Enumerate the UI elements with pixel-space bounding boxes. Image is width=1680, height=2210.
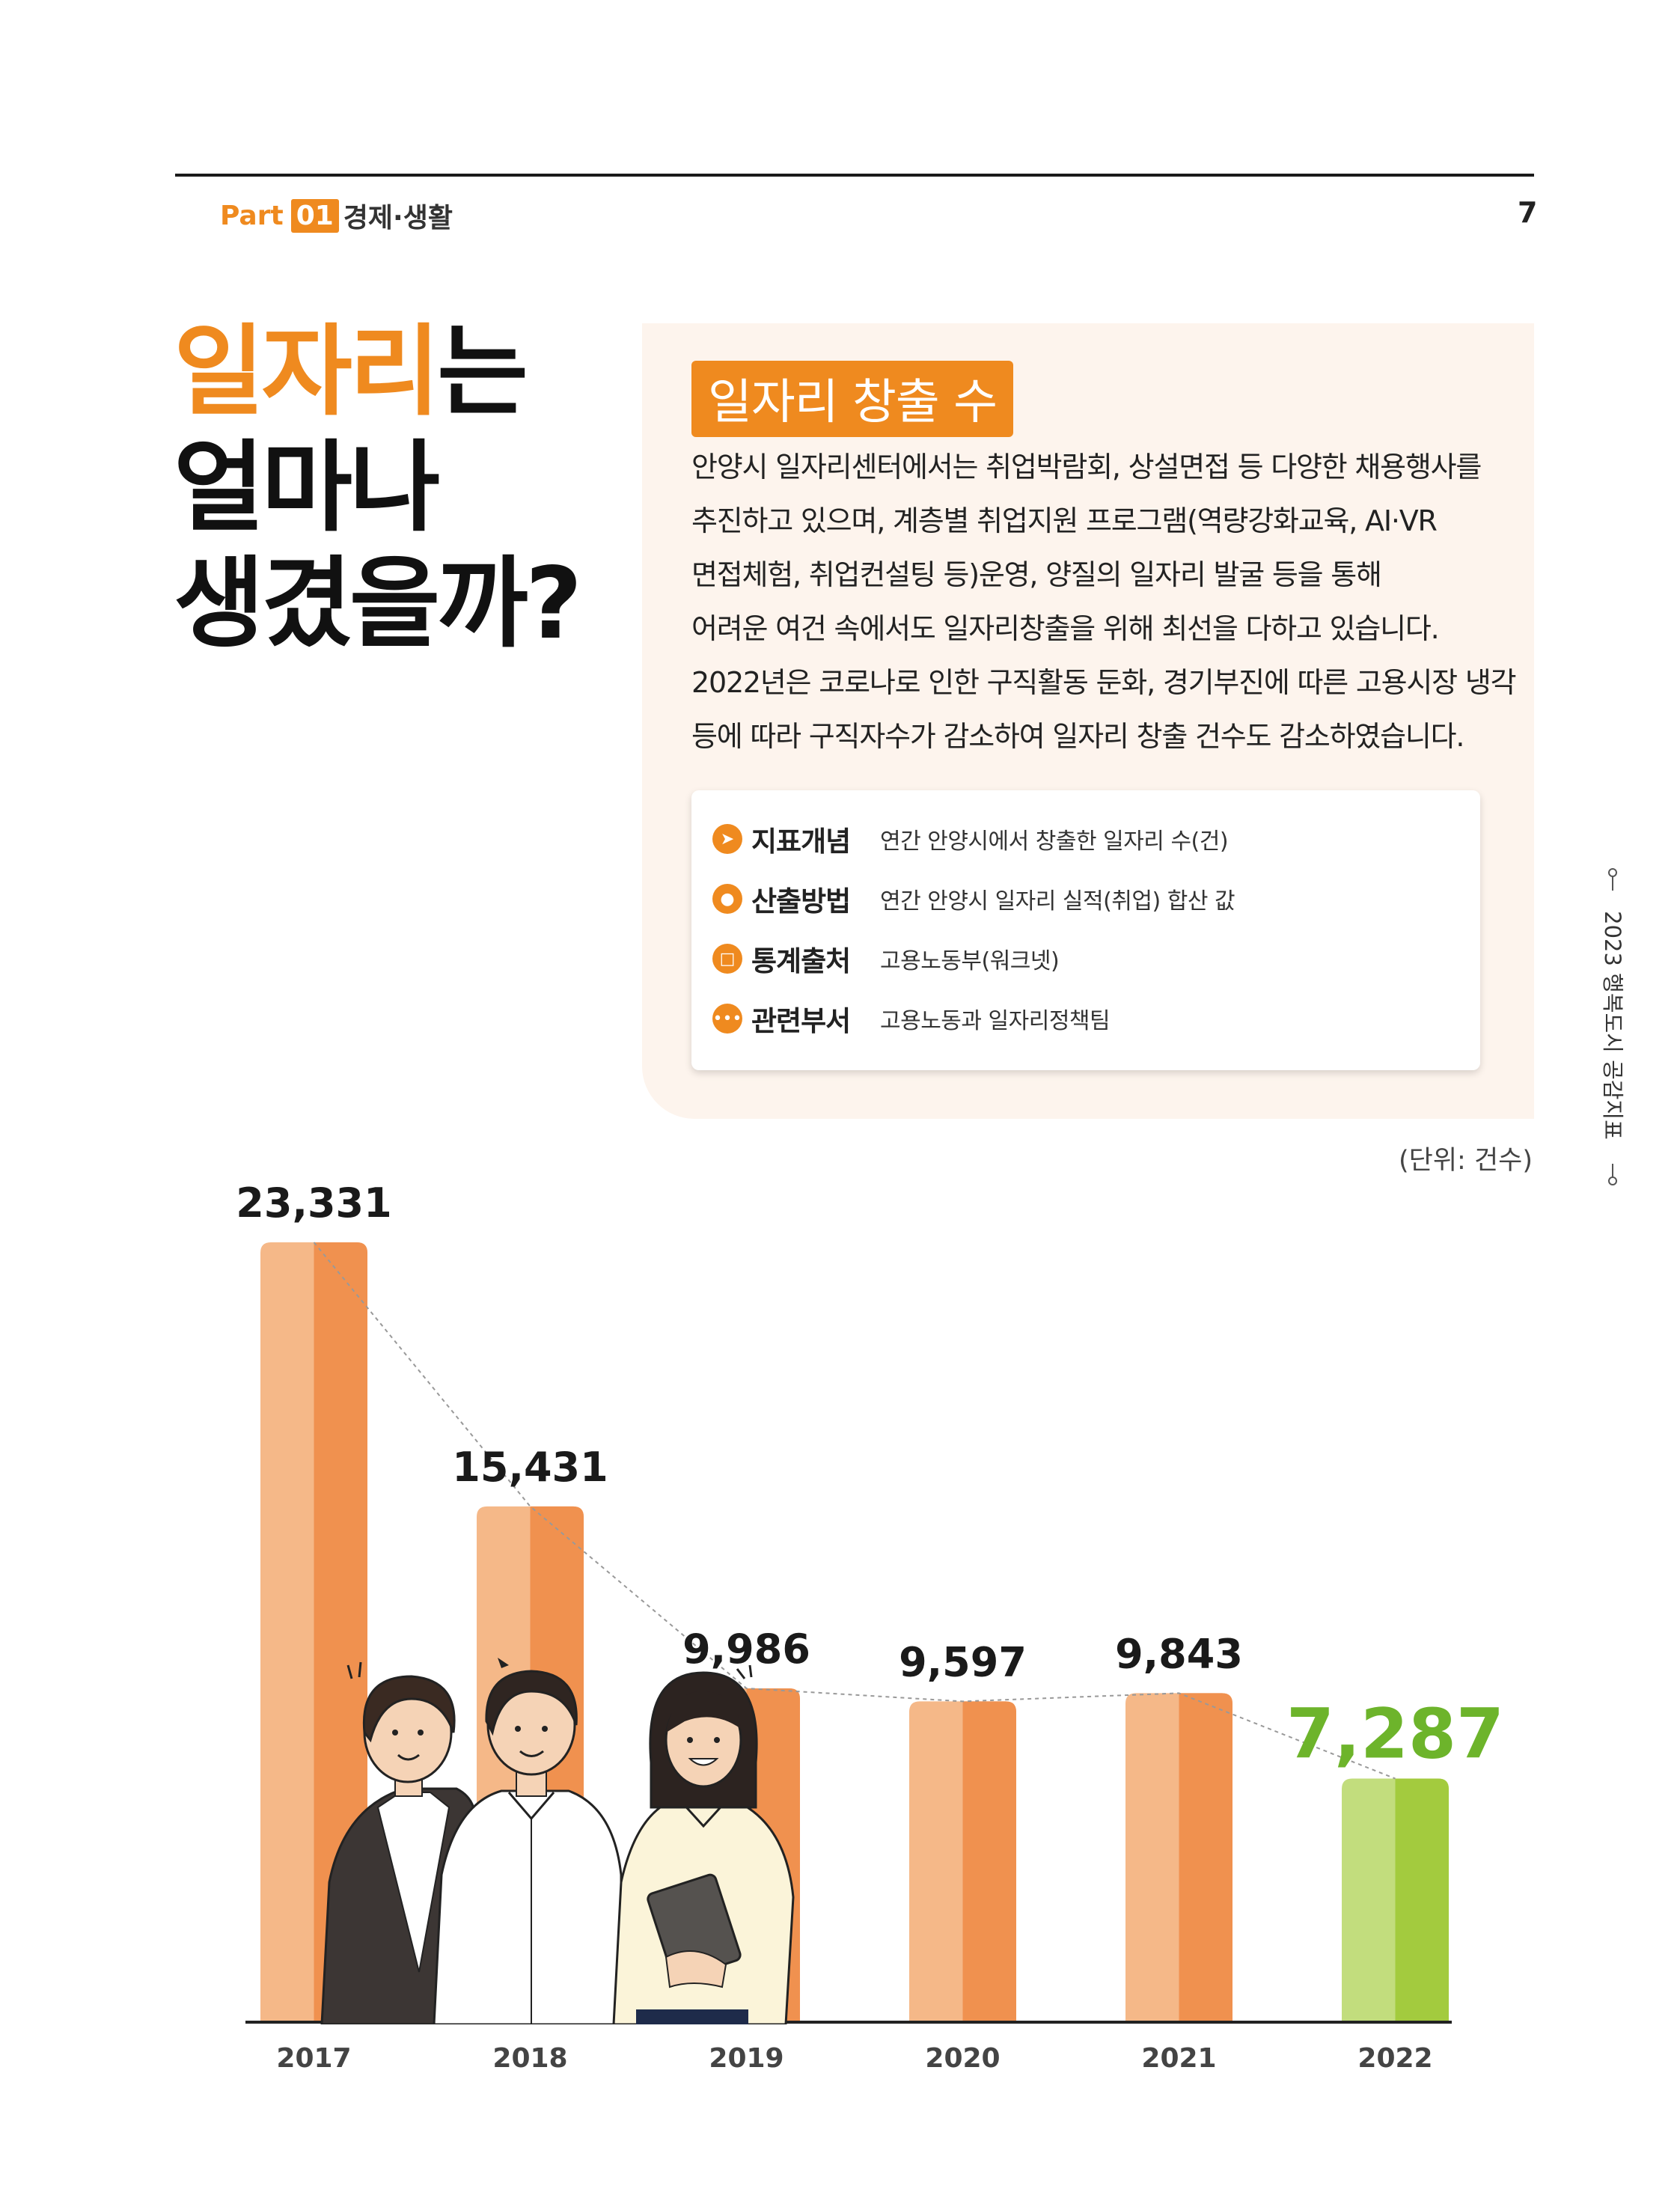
- page-number: 7: [1518, 196, 1538, 229]
- x-tick-label: 2019: [709, 2043, 784, 2074]
- title-line1-rest: 는: [437, 314, 528, 430]
- trend-line: [313, 1242, 1396, 1780]
- monitor-icon: □: [712, 944, 742, 974]
- bar-2020: [909, 1701, 1016, 2022]
- side-decoration: [1601, 868, 1624, 1185]
- value-label: 9,843: [1115, 1630, 1243, 1677]
- description-line: 면접체험, 취업컨설팅 등)운영, 양질의 일자리 발굴 등을 통해: [691, 558, 1382, 591]
- info-row-source: □ 통계출처 고용노동부(워크넷): [712, 940, 1060, 977]
- value-label: 23,331: [236, 1179, 391, 1227]
- info-value: 연간 안양시에서 창출한 일자리 수(건): [880, 828, 1229, 855]
- info-value: 고용노동과 일자리정책팀: [880, 1008, 1111, 1034]
- bar-fill-dark: [962, 1701, 1016, 2022]
- section-tag: Part 01 경제·생활: [220, 196, 453, 235]
- value-label: 7,287: [1286, 1694, 1504, 1774]
- bar-2021: [1125, 1693, 1232, 2022]
- bar-fill-dark: [1395, 1778, 1449, 2022]
- value-label: 9,597: [899, 1638, 1027, 1685]
- paper-plane-icon: ➤: [712, 824, 742, 854]
- indicator-info-card: ➤ 지표개념 연간 안양시에서 창출한 일자리 수(건) ● 산출방법 연간 안…: [691, 790, 1480, 1070]
- description-line: 추진하고 있으며, 계층별 취업지원 프로그램(역량강화교육, AI·VR: [691, 504, 1438, 537]
- bar-fill-dark: [1179, 1693, 1232, 2022]
- info-row-method: ● 산출방법 연간 안양시 일자리 실적(취업) 합산 값: [712, 880, 1235, 918]
- info-label: 통계출처: [751, 945, 851, 977]
- section-title: 경제·생활: [343, 203, 453, 233]
- indicator-badge: 일자리 창출 수: [691, 361, 1013, 437]
- people-group-icon: •••: [712, 1004, 742, 1034]
- info-row-department: ••• 관련부서 고용노동과 일자리정책팀: [712, 1000, 1111, 1037]
- value-label: 9,986: [682, 1626, 810, 1673]
- description-line: 등에 따라 구직자수가 감소하여 일자리 창출 건수도 감소하였습니다.: [691, 720, 1465, 753]
- side-line-bottom: [1612, 1164, 1613, 1179]
- description-line: 2022년은 코로나로 인한 구직활동 둔화, 경기부진에 따른 고용시장 냉각: [691, 666, 1517, 699]
- info-label: 산출방법: [751, 885, 851, 918]
- part-word: Part: [220, 200, 284, 231]
- x-tick-label: 2022: [1357, 2043, 1432, 2074]
- info-value: 고용노동부(워크넷): [880, 948, 1060, 974]
- info-label: 지표개념: [751, 825, 851, 858]
- title-line3: 생겼을까?: [174, 546, 582, 662]
- value-label: 15,431: [452, 1444, 608, 1491]
- x-tick-label: 2021: [1141, 2043, 1216, 2074]
- side-line-top: [1612, 876, 1613, 891]
- info-value: 연간 안양시 일자리 실적(취업) 합산 값: [880, 888, 1235, 915]
- ticks-group: 2017 2018 2019 2020 2021 2022: [276, 2043, 1432, 2074]
- x-tick-label: 2018: [492, 2043, 567, 2074]
- part-number: 01: [290, 198, 339, 233]
- x-tick-label: 2017: [276, 2043, 351, 2074]
- description-text: 안양시 일자리센터에서는 취업박람회, 상설면접 등 다양한 채용행사를 추진하…: [691, 440, 1522, 763]
- info-label: 관련부서: [751, 1005, 851, 1037]
- info-row-concept: ➤ 지표개념 연간 안양시에서 창출한 일자리 수(건): [712, 820, 1229, 858]
- title-highlight: 일자리: [174, 314, 440, 430]
- page-title: 일자리는 얼마나 생겼을까?: [174, 314, 582, 662]
- labels-group: 23,331 15,431 9,986 9,597 9,843 7,287: [236, 1179, 1504, 1774]
- header-rule: [175, 174, 1534, 177]
- description-line: 어려운 여건 속에서도 일자리창출을 위해 최선을 다하고 있습니다.: [691, 612, 1440, 645]
- side-dot-bottom: [1608, 1176, 1617, 1185]
- bar-2022: [1342, 1778, 1449, 2022]
- unit-label: (단위: 건수): [1398, 1146, 1533, 1176]
- description-line: 안양시 일자리센터에서는 취업박람회, 상설면접 등 다양한 채용행사를: [691, 451, 1482, 483]
- title-line2: 얼마나: [174, 430, 440, 546]
- chat-bubbles-icon: ●: [712, 884, 742, 914]
- people-illustration: [320, 1658, 795, 2024]
- x-tick-label: 2020: [925, 2043, 1000, 2074]
